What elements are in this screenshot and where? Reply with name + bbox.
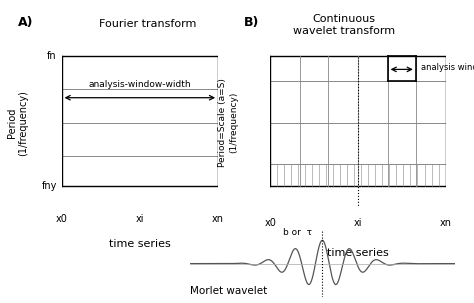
Text: analysis window width: analysis window width (421, 63, 474, 72)
Text: x0: x0 (264, 218, 276, 228)
Text: fny: fny (42, 181, 57, 191)
Text: Morlet wavelet: Morlet wavelet (190, 286, 267, 296)
Text: Period
(1/frequency): Period (1/frequency) (7, 90, 28, 156)
Text: A): A) (18, 16, 33, 29)
Text: b or  τ: b or τ (283, 228, 312, 237)
Text: B): B) (244, 16, 259, 29)
Text: Period=Scale (a=S)
(1/frequency): Period=Scale (a=S) (1/frequency) (219, 78, 238, 167)
Text: xi: xi (136, 215, 144, 225)
Text: time series: time series (327, 248, 389, 258)
Text: time series: time series (109, 239, 171, 249)
Text: xn: xn (212, 215, 224, 225)
Text: Continuous
wavelet transform: Continuous wavelet transform (293, 14, 395, 36)
Text: xi: xi (354, 218, 362, 228)
Text: analysis-window-width: analysis-window-width (89, 80, 191, 89)
Text: Fourier transform: Fourier transform (99, 19, 196, 29)
Text: xn: xn (439, 218, 452, 228)
Text: x0: x0 (55, 215, 68, 225)
Text: fn: fn (47, 51, 57, 61)
